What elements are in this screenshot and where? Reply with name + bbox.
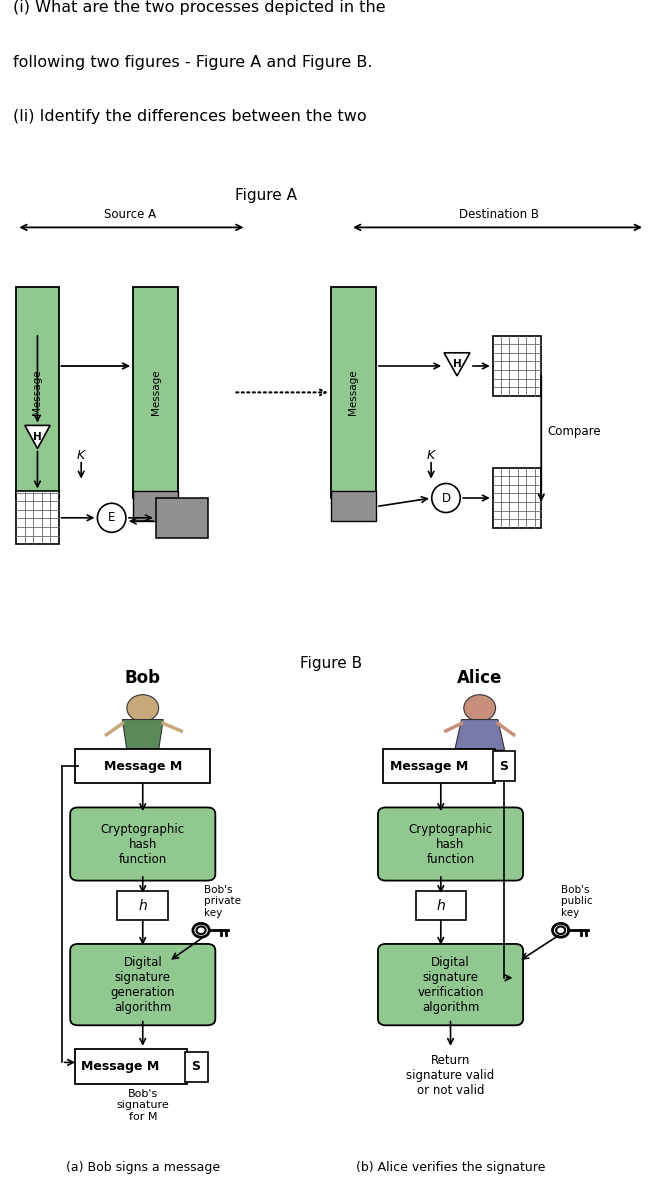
FancyBboxPatch shape bbox=[415, 890, 466, 920]
FancyBboxPatch shape bbox=[70, 808, 215, 881]
Polygon shape bbox=[455, 720, 504, 750]
Text: Return
signature valid
or not valid: Return signature valid or not valid bbox=[406, 1055, 495, 1097]
Text: D: D bbox=[442, 492, 450, 504]
FancyBboxPatch shape bbox=[133, 287, 178, 498]
FancyBboxPatch shape bbox=[331, 287, 376, 498]
Text: (li) Identify the differences between the two: (li) Identify the differences between th… bbox=[13, 109, 367, 124]
FancyBboxPatch shape bbox=[185, 1051, 208, 1081]
FancyBboxPatch shape bbox=[75, 749, 210, 784]
Polygon shape bbox=[25, 425, 50, 449]
FancyBboxPatch shape bbox=[383, 749, 495, 784]
Text: Message: Message bbox=[33, 370, 43, 415]
FancyBboxPatch shape bbox=[75, 1049, 188, 1084]
Text: Digital
signature
generation
algorithm: Digital signature generation algorithm bbox=[110, 956, 175, 1014]
FancyBboxPatch shape bbox=[493, 751, 515, 781]
Text: Bob's
private
key: Bob's private key bbox=[204, 884, 241, 918]
Text: Alice: Alice bbox=[457, 670, 502, 688]
FancyBboxPatch shape bbox=[156, 498, 208, 538]
Text: Compare: Compare bbox=[548, 426, 601, 438]
FancyBboxPatch shape bbox=[378, 808, 523, 881]
FancyBboxPatch shape bbox=[118, 890, 168, 920]
Text: Message: Message bbox=[151, 370, 161, 415]
Text: Source A: Source A bbox=[104, 208, 156, 221]
FancyBboxPatch shape bbox=[493, 468, 541, 528]
Text: K: K bbox=[427, 449, 436, 462]
Text: H: H bbox=[33, 432, 42, 442]
Circle shape bbox=[98, 503, 126, 533]
Text: Bob's
signature
for M: Bob's signature for M bbox=[116, 1088, 169, 1122]
FancyBboxPatch shape bbox=[70, 944, 215, 1025]
Polygon shape bbox=[444, 353, 470, 376]
Text: h: h bbox=[436, 899, 445, 913]
Text: Destination B: Destination B bbox=[459, 208, 539, 221]
Text: Figure B: Figure B bbox=[299, 655, 362, 671]
Text: h: h bbox=[138, 899, 147, 913]
FancyBboxPatch shape bbox=[378, 944, 523, 1025]
Text: (a) Bob signs a message: (a) Bob signs a message bbox=[65, 1162, 220, 1175]
Text: Message M: Message M bbox=[81, 1061, 159, 1073]
Text: Bob: Bob bbox=[125, 670, 161, 688]
FancyBboxPatch shape bbox=[17, 287, 59, 498]
FancyBboxPatch shape bbox=[493, 336, 541, 396]
FancyBboxPatch shape bbox=[17, 492, 59, 545]
Circle shape bbox=[127, 695, 158, 721]
Text: Message M: Message M bbox=[104, 760, 182, 773]
Polygon shape bbox=[122, 720, 163, 750]
Text: (b) Alice verifies the signature: (b) Alice verifies the signature bbox=[356, 1162, 545, 1175]
Text: S: S bbox=[192, 1061, 200, 1073]
Text: Message M: Message M bbox=[390, 760, 468, 773]
Circle shape bbox=[432, 484, 460, 512]
FancyBboxPatch shape bbox=[133, 492, 178, 521]
Text: (i) What are the two processes depicted in the: (i) What are the two processes depicted … bbox=[13, 0, 386, 14]
Text: S: S bbox=[499, 760, 508, 773]
Text: H: H bbox=[453, 359, 462, 370]
FancyBboxPatch shape bbox=[331, 492, 376, 521]
Text: K: K bbox=[77, 449, 86, 462]
Text: Cryptographic
hash
function: Cryptographic hash function bbox=[408, 822, 492, 865]
Text: Bob's
public
key: Bob's public key bbox=[560, 884, 593, 918]
Text: Figure A: Figure A bbox=[235, 187, 297, 203]
Text: Message: Message bbox=[348, 370, 358, 415]
Text: E: E bbox=[108, 511, 116, 524]
Text: Cryptographic
hash
function: Cryptographic hash function bbox=[101, 822, 185, 865]
Circle shape bbox=[464, 695, 496, 721]
Text: Digital
signature
verification
algorithm: Digital signature verification algorithm bbox=[418, 956, 484, 1014]
Text: following two figures - Figure A and Figure B.: following two figures - Figure A and Fig… bbox=[13, 54, 373, 70]
